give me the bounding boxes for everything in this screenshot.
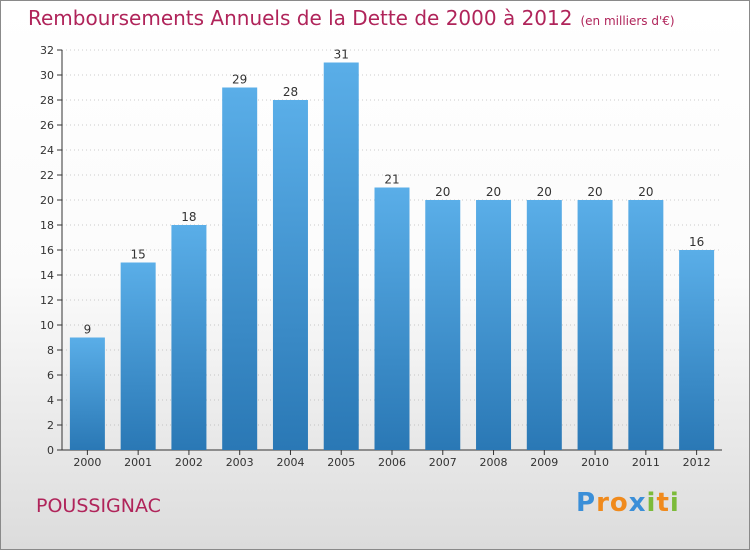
- bar-value-label: 18: [181, 210, 196, 224]
- y-tick-label: 32: [40, 44, 54, 57]
- bar: [476, 200, 512, 450]
- y-tick-label: 20: [40, 194, 54, 207]
- bar: [323, 62, 359, 450]
- bar: [628, 200, 664, 450]
- y-tick-label: 12: [40, 294, 54, 307]
- x-tick-label: 2010: [581, 456, 609, 469]
- y-tick-label: 4: [47, 394, 54, 407]
- x-tick-label: 2007: [429, 456, 457, 469]
- logo-letter: o: [609, 488, 629, 518]
- x-tick-label: 2001: [124, 456, 152, 469]
- bar: [171, 225, 207, 450]
- bar-value-label: 20: [435, 185, 450, 199]
- bar: [374, 187, 410, 450]
- y-tick-label: 18: [40, 219, 54, 232]
- bar-value-label: 16: [689, 235, 704, 249]
- bar: [526, 200, 562, 450]
- bar: [222, 87, 258, 450]
- bar: [69, 337, 105, 450]
- chart-unit: (en milliers d'€): [580, 14, 675, 28]
- commune-name: POUSSIGNAC: [36, 495, 161, 517]
- logo-letter: i: [669, 488, 680, 518]
- y-tick-label: 26: [40, 119, 54, 132]
- y-tick-label: 6: [47, 369, 54, 382]
- bar-value-label: 29: [232, 73, 247, 87]
- y-tick-label: 22: [40, 169, 54, 182]
- y-tick-label: 16: [40, 244, 54, 257]
- x-tick-label: 2002: [175, 456, 203, 469]
- bar: [272, 100, 308, 450]
- proxiti-logo: Proxiti: [576, 488, 680, 518]
- logo-letter: t: [656, 488, 670, 518]
- x-tick-label: 2008: [480, 456, 508, 469]
- bar-value-label: 20: [537, 185, 552, 199]
- y-tick-label: 2: [47, 419, 54, 432]
- x-tick-label: 2006: [378, 456, 406, 469]
- y-tick-label: 30: [40, 69, 54, 82]
- bar-value-label: 20: [587, 185, 602, 199]
- x-tick-label: 2005: [327, 456, 355, 469]
- bar: [425, 200, 461, 450]
- x-tick-label: 2009: [530, 456, 558, 469]
- bar-value-label: 15: [131, 248, 146, 262]
- bar-value-label: 9: [84, 323, 92, 337]
- x-tick-label: 2012: [683, 456, 711, 469]
- x-tick-label: 2011: [632, 456, 660, 469]
- x-tick-label: 2004: [276, 456, 304, 469]
- y-tick-label: 8: [47, 344, 54, 357]
- bar: [577, 200, 613, 450]
- logo-letter: r: [596, 488, 610, 518]
- logo-letter: i: [646, 488, 657, 518]
- x-tick-label: 2003: [226, 456, 254, 469]
- bar: [679, 250, 715, 450]
- x-tick-label: 2000: [73, 456, 101, 469]
- bar: [120, 262, 156, 450]
- chart-title-line: Remboursements Annuels de la Dette de 20…: [28, 6, 675, 30]
- y-tick-label: 28: [40, 94, 54, 107]
- y-tick-label: 24: [40, 144, 54, 157]
- y-tick-label: 10: [40, 319, 54, 332]
- bar-value-label: 20: [638, 185, 653, 199]
- bar-value-label: 28: [283, 85, 298, 99]
- y-tick-label: 0: [47, 444, 54, 457]
- bar-value-label: 20: [486, 185, 501, 199]
- logo-letter: x: [628, 488, 647, 518]
- y-tick-label: 14: [40, 269, 54, 282]
- bar-value-label: 21: [384, 173, 399, 187]
- logo-letter: P: [576, 488, 597, 518]
- bar-value-label: 31: [334, 48, 349, 62]
- chart-title: Remboursements Annuels de la Dette de 20…: [28, 6, 573, 30]
